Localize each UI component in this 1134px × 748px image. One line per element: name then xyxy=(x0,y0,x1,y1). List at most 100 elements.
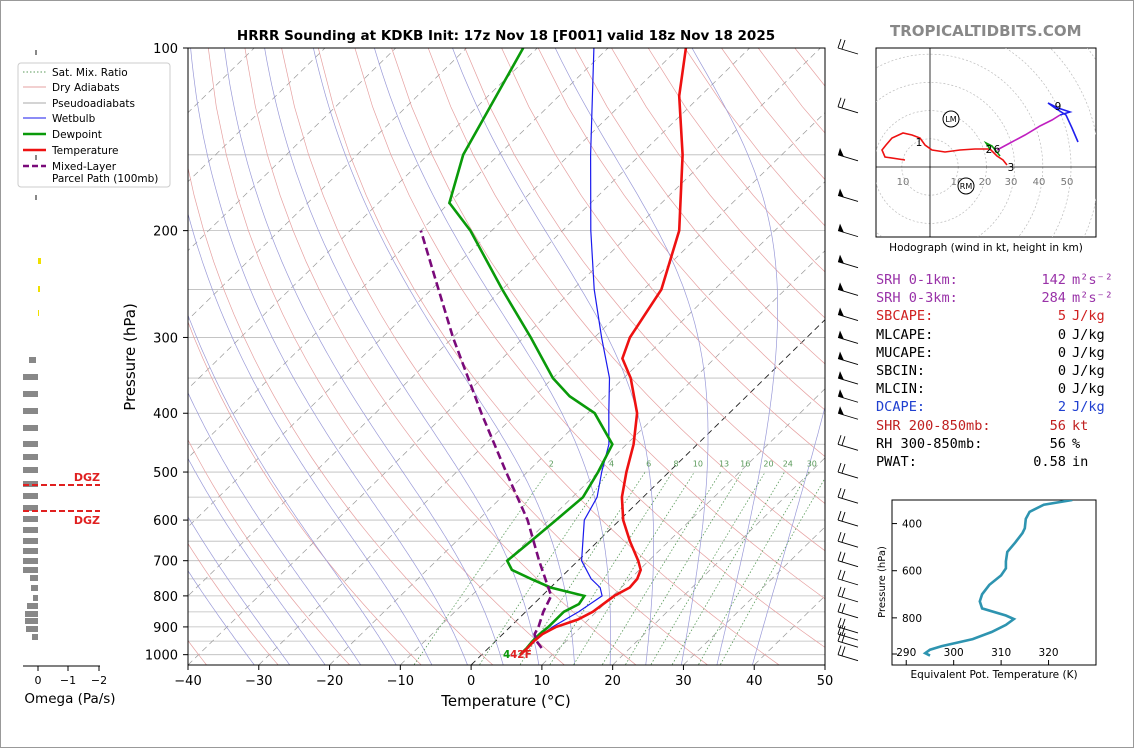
hodograph-ring-label: 40 xyxy=(1033,177,1046,188)
stat-value: 5 xyxy=(1057,308,1066,325)
dry-adiabat xyxy=(537,48,825,411)
stat-value: 56 xyxy=(1049,435,1066,452)
mixing-ratio-line xyxy=(519,471,646,665)
stat-value: 0 xyxy=(1057,344,1066,361)
barb-feather xyxy=(837,97,842,107)
barb-pennant xyxy=(838,330,844,340)
omega-bar xyxy=(23,454,38,460)
y-tick-label: 300 xyxy=(153,331,178,346)
barb-pennant xyxy=(838,223,844,233)
mixing-ratio-line xyxy=(624,471,743,665)
hodograph-caption: Hodograph (wind in kt, height in km) xyxy=(889,242,1083,254)
wind-barb xyxy=(837,602,859,619)
omega-bar xyxy=(23,505,38,511)
theta-e-panel: 290 300 310 320 400 600 800 Equivalent Pot. Tem… xyxy=(877,499,1097,681)
barb-feather xyxy=(837,462,842,473)
wind-barb xyxy=(837,624,859,641)
hodograph-ring-label: 30 xyxy=(1005,177,1018,188)
barb-staff xyxy=(837,47,859,55)
skewt-background-lines: 2 4 6 8 10 13 16 20 24 30 36 xyxy=(188,48,825,665)
legend-label-line: Wetbulb xyxy=(52,113,96,125)
dry-adiabat xyxy=(501,48,825,458)
stat-label: SBCAPE: xyxy=(876,308,934,325)
x-tick-label: −20 xyxy=(316,674,343,689)
brand-watermark: TROPICALTIDBITS.COM xyxy=(890,22,1082,40)
barb-staff xyxy=(837,540,859,548)
y-tick-label: 1000 xyxy=(145,649,178,664)
stat-unit: J/kg xyxy=(1072,362,1105,379)
mixing-ratio-line xyxy=(413,471,548,665)
stat-label: MLCAPE: xyxy=(876,326,934,343)
stat-value: 284 xyxy=(1041,290,1066,307)
hodograph-height-label: 3 xyxy=(1008,162,1015,174)
dry-adiabat xyxy=(188,166,494,665)
x-axis-label: Temperature (°C) xyxy=(440,692,570,710)
barb-feather xyxy=(841,511,846,522)
omega-bar-dgz-level xyxy=(38,310,39,316)
dewpoint-line xyxy=(447,48,614,656)
x-tick-label: −10 xyxy=(387,674,414,689)
skewt-legend: Sat. Mix. Ratio Dry Adiabats Pseudoadiabat… xyxy=(17,62,171,188)
omega-bar xyxy=(23,538,38,544)
theta-e-y-tick-label: 400 xyxy=(902,519,922,531)
y-tick-label: 900 xyxy=(153,621,178,636)
skewt-axes: −40 −30 −20 −10 0 10 20 30 40 50 100 200 300 400 500 60… xyxy=(121,42,833,710)
x-tick-label: 20 xyxy=(604,674,621,689)
legend-label-line: Parcel Path (100mb) xyxy=(52,173,158,185)
x-tick-label: 30 xyxy=(675,674,692,689)
barb-feather xyxy=(841,463,846,474)
omega-bar xyxy=(23,441,38,447)
omega-bar xyxy=(35,155,37,160)
barb-feather xyxy=(837,488,842,498)
isotherm xyxy=(400,250,825,665)
stat-row: PWAT: 0.58 in xyxy=(876,453,1113,471)
theta-e-line xyxy=(922,500,1073,657)
mixing-ratio-line xyxy=(572,471,695,665)
y-tick-label: 800 xyxy=(153,590,178,605)
barb-feather xyxy=(841,98,846,108)
legend-label-line: Temperature xyxy=(51,145,119,157)
wind-barb xyxy=(837,488,859,504)
stat-unit: in xyxy=(1072,453,1089,470)
dry-adiabat xyxy=(188,439,351,665)
y-tick-label: 500 xyxy=(153,466,178,481)
moist-adiabat xyxy=(374,48,611,665)
barb-pennant xyxy=(838,351,844,361)
temperature-line xyxy=(519,48,688,656)
barb-pennant xyxy=(838,254,844,264)
omega-bar xyxy=(23,408,38,414)
x-tick-label: −40 xyxy=(174,674,201,689)
legend-label: Wetbulb xyxy=(52,113,96,125)
omega-bar-dgz-level xyxy=(38,286,40,292)
theta-e-x-tick-label: 310 xyxy=(991,647,1011,659)
moist-adiabat xyxy=(452,48,654,665)
mixing-ratio-line xyxy=(697,471,810,665)
x-tick-label: 50 xyxy=(817,674,834,689)
barb-feather xyxy=(841,570,846,581)
sounding-parameters: SRH 0-1km: 142 m²s⁻² SRH 0-3km: 284 m²s⁻² SBCA… xyxy=(876,271,1113,471)
isotherm xyxy=(188,48,680,528)
omega-bar xyxy=(23,558,38,564)
barb-pennant xyxy=(838,147,844,157)
barb-feather xyxy=(841,603,846,613)
mixing-ratio-label: 6 xyxy=(646,460,651,469)
barb-feather xyxy=(841,618,846,629)
mixing-ratio-line xyxy=(601,471,722,665)
wind-barb xyxy=(837,510,859,527)
parcel-path-line xyxy=(419,230,553,649)
omega-bar xyxy=(33,595,38,601)
wind-barb xyxy=(837,147,859,162)
omega-bar-dgz-level xyxy=(38,258,41,264)
mixing-ratio-label: 10 xyxy=(693,460,703,469)
dry-adiabat xyxy=(391,48,825,600)
y-axis-label: Pressure (hPa) xyxy=(121,303,139,411)
hodograph-height-label: 6 xyxy=(994,144,1001,156)
stat-unit: m²s⁻² xyxy=(1072,272,1113,288)
theta-e-x-tick-label: 300 xyxy=(944,647,964,659)
dry-adiabat xyxy=(281,48,709,665)
legend-label: Pseudoadiabats xyxy=(52,98,135,110)
hodograph-segment-upper xyxy=(1047,102,1079,143)
omega-tick-label: −2 xyxy=(91,674,107,687)
isotherm xyxy=(188,48,538,390)
hodograph-height-label: 1 xyxy=(916,137,923,149)
